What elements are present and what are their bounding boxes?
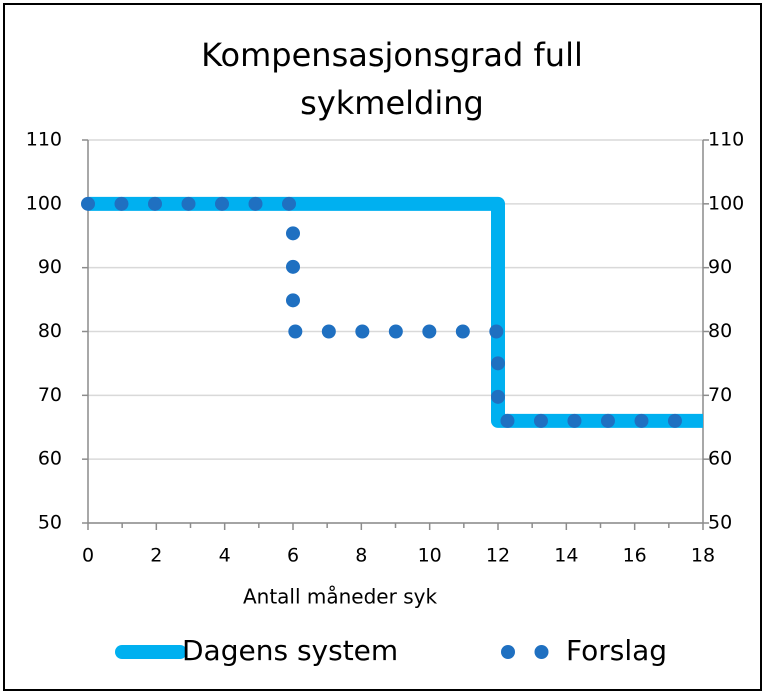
y-tick-label: 110 — [26, 129, 62, 151]
y2-tick-label: 80 — [708, 320, 732, 342]
y-tick-label: 100 — [26, 192, 62, 214]
y2-tick-label: 60 — [708, 448, 732, 470]
x-tick-label: 2 — [150, 545, 162, 567]
chart-title: Kompensasjonsgrad full — [201, 36, 583, 74]
y-tick-label: 80 — [38, 320, 62, 342]
x-tick-label: 16 — [623, 545, 647, 567]
x-axis-label: Antall måneder syk — [243, 585, 437, 609]
series-line — [81, 196, 710, 428]
chart-border — [3, 3, 762, 691]
x-tick-label: 18 — [691, 545, 715, 567]
y-tick-label: 60 — [38, 448, 62, 470]
x-tick-label: 6 — [287, 545, 299, 567]
x-tick-label: 0 — [82, 545, 94, 567]
y2-tick-label: 50 — [708, 512, 732, 534]
y-tick-label: 50 — [38, 512, 62, 534]
legend-label: Dagens system — [182, 634, 398, 667]
x-tick-label: 12 — [486, 545, 510, 567]
chart-title: sykmelding — [300, 84, 484, 122]
y-tick-label: 70 — [38, 384, 62, 406]
x-tick-label: 10 — [418, 545, 442, 567]
x-tick-label: 14 — [554, 545, 578, 567]
y2-tick-label: 70 — [708, 384, 732, 406]
y-tick-label: 90 — [38, 256, 62, 278]
legend-label: Forslag — [566, 634, 667, 667]
y2-tick-label: 110 — [708, 129, 744, 151]
x-tick-label: 4 — [219, 545, 231, 567]
y2-tick-label: 90 — [708, 256, 732, 278]
x-tick-label: 8 — [355, 545, 367, 567]
y2-tick-label: 100 — [708, 192, 744, 214]
